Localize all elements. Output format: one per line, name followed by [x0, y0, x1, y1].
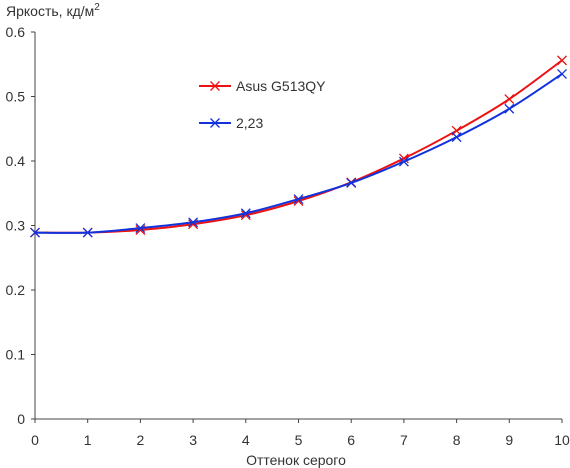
data-point — [557, 68, 567, 79]
x-tick-label: 2 — [137, 432, 145, 448]
legend-marker — [210, 118, 220, 128]
data-point — [398, 156, 409, 167]
x-tick-label: 3 — [189, 432, 197, 448]
x-tick-label: 7 — [400, 432, 408, 448]
data-point — [451, 132, 462, 143]
x-tick-label: 0 — [31, 432, 39, 448]
x-tick-label: 1 — [84, 432, 92, 448]
data-point — [346, 177, 357, 188]
legend-label: Asus G513QY — [236, 78, 326, 94]
data-point — [293, 194, 304, 205]
data-point — [504, 94, 515, 105]
x-tick-label: 9 — [505, 432, 513, 448]
legend-item: 2,23 — [199, 115, 263, 131]
data-point — [135, 223, 146, 234]
x-tick-label: 10 — [554, 432, 570, 448]
x-tick-label: 8 — [453, 432, 461, 448]
y-tick-label: 0.4 — [6, 153, 26, 169]
y-tick-label: 0.6 — [6, 24, 26, 40]
data-point — [188, 217, 199, 228]
data-point — [30, 227, 40, 238]
series-2 — [30, 68, 567, 238]
x-tick-label: 4 — [242, 432, 250, 448]
x-axis-title: Оттенок серого — [246, 452, 346, 468]
series-line — [34, 73, 563, 234]
y-tick-label: 0.3 — [6, 218, 26, 234]
x-tick-labels: 0 1 2 3 4 5 6 7 8 9 10 — [31, 419, 570, 448]
y-tick-label: 0.2 — [6, 282, 26, 298]
data-point — [82, 227, 93, 238]
legend-marker — [210, 81, 220, 91]
legend-item: Asus G513QY — [199, 78, 326, 94]
y-axis-title: Яркость, кд/м2 — [6, 2, 100, 19]
legend: Asus G513QY 2,23 — [199, 78, 326, 131]
data-point — [557, 55, 567, 66]
data-point — [240, 208, 251, 219]
y-tick-label: 0.1 — [6, 347, 26, 363]
y-tick-label: 0.5 — [6, 89, 26, 105]
series-lines — [30, 55, 567, 238]
y-tick-labels: 0 0.1 0.2 0.3 0.4 0.5 0.6 — [6, 24, 35, 427]
x-tick-label: 6 — [347, 432, 355, 448]
legend-label: 2,23 — [236, 115, 263, 131]
data-point — [504, 103, 515, 114]
y-tick-label: 0 — [17, 411, 25, 427]
x-tick-label: 5 — [295, 432, 303, 448]
